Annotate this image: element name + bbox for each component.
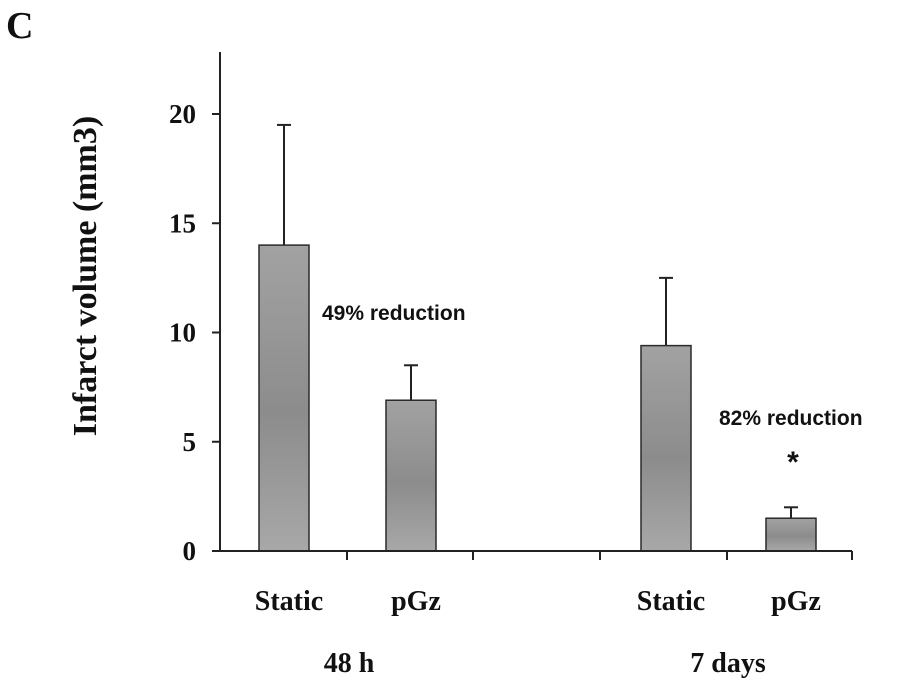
- annotation-82-reduction: 82% reduction: [719, 407, 863, 430]
- y-tick-label-10: 10: [169, 318, 196, 348]
- group-label-7-days: 7 days: [690, 648, 766, 679]
- panel-label: C: [6, 5, 33, 47]
- y-tick-label-5: 5: [183, 427, 197, 457]
- bar-7-days-pgz: [765, 517, 817, 552]
- x-category-label-7-days-static: Static: [637, 586, 705, 617]
- chart-marks: [258, 123, 817, 552]
- bar-48-h-static: [258, 244, 310, 552]
- y-axis-label: Infarct volume (mm3): [67, 116, 104, 436]
- x-category-label-48-h-pgz: pGz: [391, 586, 441, 617]
- bar-7-days-static: [640, 344, 692, 552]
- x-category-label-48-h-static: Static: [255, 586, 323, 617]
- significance-asterisk: *: [787, 446, 799, 479]
- bar-48-h-pgz: [385, 399, 437, 552]
- y-tick-label-20: 20: [169, 99, 196, 129]
- y-tick-label-15: 15: [169, 208, 196, 238]
- x-category-label-7-days-pgz: pGz: [771, 586, 821, 617]
- y-tick-label-0: 0: [183, 536, 197, 566]
- group-label-48-h: 48 h: [324, 648, 375, 679]
- annotation-49-reduction: 49% reduction: [322, 302, 466, 325]
- axis-ticks: 0 5 10 15 20: [169, 99, 853, 566]
